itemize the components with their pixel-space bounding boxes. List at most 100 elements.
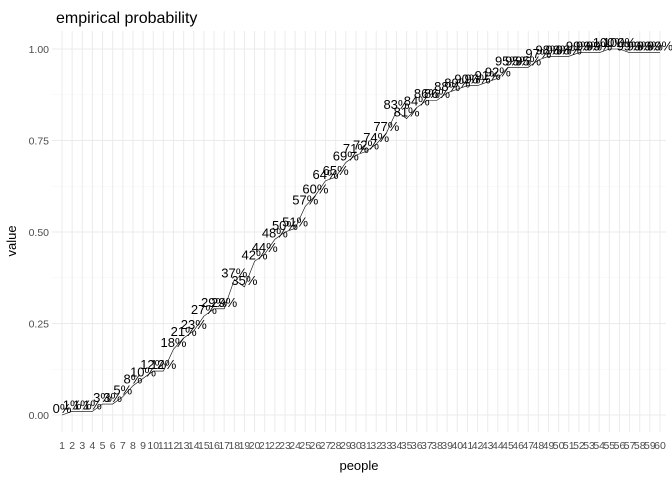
x-tick-label: 1	[59, 440, 65, 452]
x-tick-label: 3	[79, 440, 85, 452]
x-tick-label: 41	[462, 440, 474, 452]
x-tick-label: 19	[239, 440, 251, 452]
x-tick-label: 39	[441, 440, 453, 452]
data-label: 37%	[221, 266, 247, 281]
data-label: 89%	[444, 75, 470, 90]
x-tick-label: 2	[69, 440, 75, 452]
x-tick-label: 13	[178, 440, 190, 452]
x-tick-label: 26	[310, 440, 322, 452]
y-tick-label: 0.25	[29, 319, 50, 331]
x-tick-label: 23	[279, 440, 291, 452]
chart-title: empirical probability	[56, 10, 197, 27]
data-label: 88%	[434, 79, 460, 94]
x-tick-label: 49	[543, 440, 555, 452]
data-label: 100%	[593, 35, 627, 50]
data-label: 100%	[603, 35, 637, 50]
data-label: 97%	[525, 46, 551, 61]
data-label: 5%	[113, 383, 132, 398]
x-tick-label: 16	[208, 440, 220, 452]
data-label: 29%	[211, 295, 237, 310]
data-label: 98%	[535, 42, 561, 57]
data-label: 92%	[485, 64, 511, 79]
data-label: 8%	[124, 372, 143, 387]
x-tick-label: 21	[259, 440, 271, 452]
x-tick-label: 7	[120, 440, 126, 452]
data-label: 95%	[495, 53, 521, 68]
data-label: 74%	[363, 130, 389, 145]
data-label: 83%	[383, 97, 409, 112]
x-tick-label: 10	[147, 440, 159, 452]
x-tick-label: 17	[218, 440, 230, 452]
x-tick-label: 44	[492, 440, 504, 452]
data-label: 29%	[201, 295, 227, 310]
x-tick-label: 53	[583, 440, 595, 452]
data-label: 99%	[586, 39, 612, 54]
x-tick-label: 42	[472, 440, 484, 452]
data-label: 99%	[627, 39, 653, 54]
x-tick-label: 33	[380, 440, 392, 452]
data-label: 86%	[424, 86, 450, 101]
y-axis-ticks: 0.00 0.25 0.50 0.75 1.00	[29, 44, 50, 422]
data-label: 27%	[191, 302, 217, 317]
x-tick-label: 9	[140, 440, 146, 452]
y-tick-label: 0.75	[29, 136, 50, 148]
data-label: 57%	[292, 192, 318, 207]
data-label: 72%	[353, 137, 379, 152]
x-tick-label: 54	[593, 440, 605, 452]
x-tick-label: 47	[522, 440, 534, 452]
x-tick-label: 27	[320, 440, 332, 452]
x-tick-label: 31	[360, 440, 372, 452]
data-label: 90%	[454, 72, 480, 87]
x-tick-label: 12	[168, 440, 180, 452]
x-tick-label: 60	[654, 440, 666, 452]
data-label: 91%	[475, 68, 501, 83]
data-label: 98%	[546, 42, 572, 57]
data-label: 64%	[313, 167, 339, 182]
data-label: 48%	[262, 225, 288, 240]
x-tick-label: 24	[289, 440, 301, 452]
data-label: 60%	[302, 181, 328, 196]
data-label: 99%	[637, 39, 663, 54]
x-tick-label: 22	[269, 440, 281, 452]
data-label: 95%	[515, 53, 541, 68]
data-label: 44%	[252, 240, 278, 255]
x-tick-label: 38	[431, 440, 443, 452]
x-tick-label: 34	[391, 440, 403, 452]
x-tick-label: 55	[603, 440, 615, 452]
x-tick-label: 40	[451, 440, 463, 452]
data-label: 35%	[231, 273, 257, 288]
data-label: 99%	[647, 39, 672, 54]
y-tick-label: 1.00	[29, 44, 50, 56]
x-tick-label: 57	[624, 440, 636, 452]
data-label: 23%	[181, 317, 207, 332]
data-label: 3%	[103, 390, 122, 405]
data-label: 65%	[323, 163, 349, 178]
x-tick-label: 59	[644, 440, 656, 452]
data-label: 81%	[394, 105, 420, 120]
data-label: 86%	[414, 86, 440, 101]
data-label: 95%	[505, 53, 531, 68]
data-label: 77%	[373, 119, 399, 134]
x-tick-label: 51	[563, 440, 575, 452]
data-label: 69%	[333, 148, 359, 163]
data-label: 90%	[465, 72, 491, 87]
x-tick-label: 50	[553, 440, 565, 452]
x-tick-label: 4	[89, 440, 95, 452]
x-tick-label: 58	[634, 440, 646, 452]
grid	[52, 31, 666, 432]
x-tick-label: 5	[100, 440, 106, 452]
x-tick-label: 15	[198, 440, 210, 452]
x-tick-label: 48	[533, 440, 545, 452]
x-tick-label: 18	[228, 440, 240, 452]
data-label: 50%	[272, 218, 298, 233]
x-tick-label: 37	[421, 440, 433, 452]
y-tick-label: 0.00	[29, 410, 50, 422]
data-label: 42%	[242, 247, 268, 262]
data-label: 10%	[130, 364, 156, 379]
data-label: 18%	[160, 335, 186, 350]
x-tick-label: 8	[130, 440, 136, 452]
x-tick-label: 36	[411, 440, 423, 452]
data-label: 98%	[556, 42, 582, 57]
x-axis-title: people	[339, 458, 378, 473]
